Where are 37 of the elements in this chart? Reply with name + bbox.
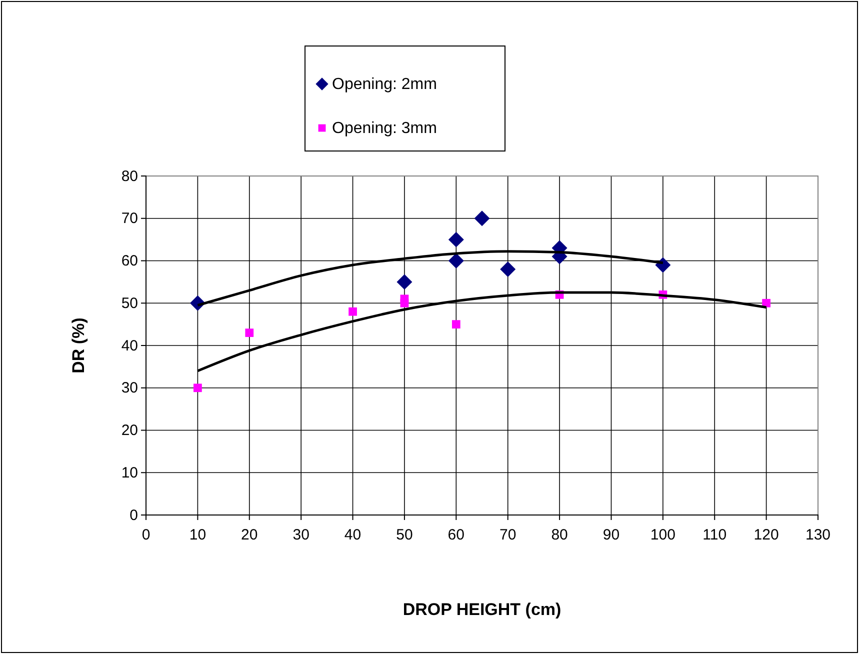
x-tick-label: 90 — [602, 526, 620, 544]
x-tick-label: 100 — [650, 526, 676, 544]
x-axis-title: DROP HEIGHT (cm) — [402, 600, 562, 619]
point — [448, 232, 464, 248]
x-tick-label: 70 — [500, 526, 516, 544]
y-tick-label: 20 — [121, 422, 138, 440]
y-tick-label: 30 — [121, 380, 138, 397]
y-tick-label: 10 — [121, 464, 138, 482]
point — [474, 210, 490, 226]
x-tick-label: 0 — [142, 526, 150, 544]
point — [500, 261, 516, 277]
y-tick-label: 60 — [121, 252, 138, 270]
x-tick-label: 30 — [292, 526, 310, 544]
y-tick-label: 70 — [121, 210, 138, 228]
x-tick-label: 80 — [551, 526, 568, 544]
y-tick-label: 50 — [121, 294, 138, 312]
x-tick-label: 120 — [754, 526, 779, 544]
x-tick-label: 60 — [448, 526, 464, 544]
y-tick-label: 0 — [130, 506, 138, 524]
x-tick-label: 20 — [241, 526, 258, 544]
point — [448, 253, 464, 268]
point — [396, 274, 412, 290]
point — [400, 298, 409, 308]
x-tick-label: 40 — [344, 526, 362, 544]
x-tick-label: 10 — [189, 526, 206, 544]
y-tick-label: 80 — [121, 168, 138, 185]
x-tick-label: 110 — [702, 526, 727, 544]
x-tick-label: 130 — [805, 526, 831, 544]
legend-label: Opening: 3mm — [332, 120, 437, 137]
point — [245, 328, 254, 337]
point — [194, 384, 202, 392]
y-axis-title: DR (%) — [69, 318, 88, 374]
x-tick-label: 50 — [396, 526, 413, 544]
point — [452, 320, 460, 328]
point — [348, 307, 357, 316]
y-tick-label: 40 — [121, 337, 138, 354]
legend-label: Opening: 2mm — [332, 76, 437, 93]
